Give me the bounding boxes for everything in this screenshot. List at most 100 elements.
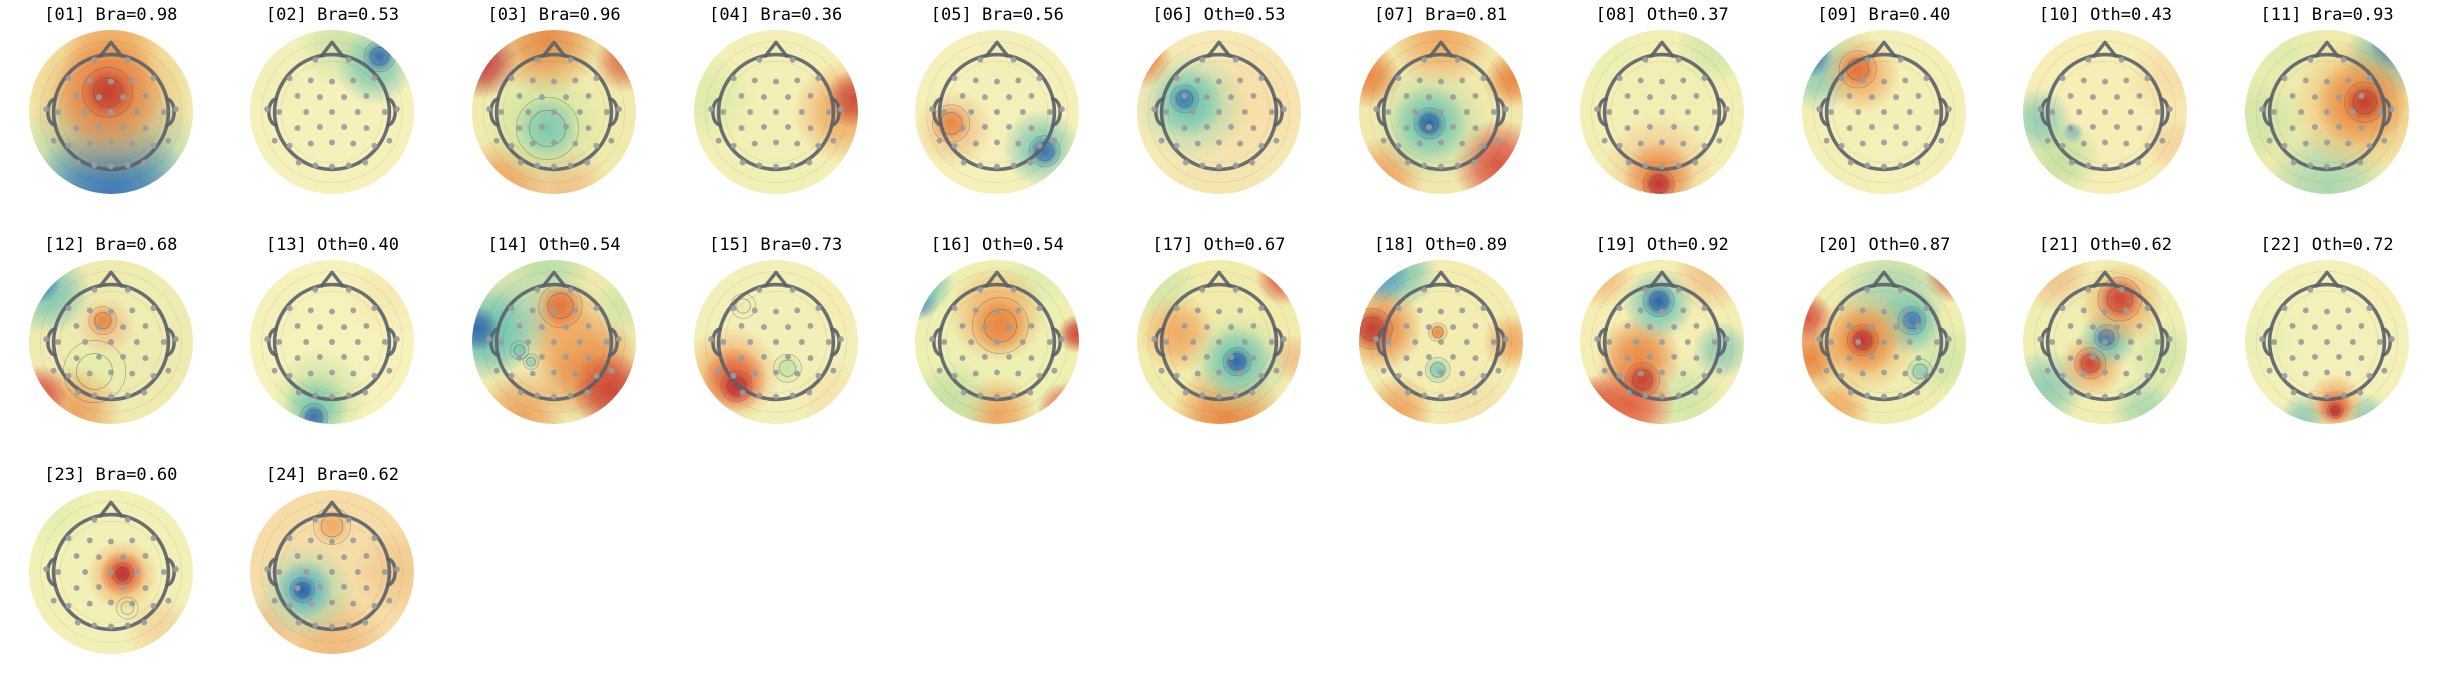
topomap-head-overlay — [1591, 270, 1733, 413]
sensor-dot — [312, 286, 319, 293]
sensor-dot — [312, 56, 319, 63]
sensor-dot — [730, 142, 737, 149]
topomap-cell: [15] Bra=0.73 — [665, 230, 887, 460]
sensor-dot — [1199, 162, 1206, 169]
topomap-cell: [08] Oth=0.37 — [1551, 0, 1773, 230]
sensor-dot — [1880, 339, 1887, 345]
sensor-dot — [346, 516, 353, 523]
nose-outline — [1649, 40, 1676, 59]
sensor-dot — [142, 585, 149, 592]
sensor-dot — [42, 336, 49, 343]
sensor-dot — [1403, 125, 1410, 132]
sensor-dot — [303, 339, 310, 345]
sensor-dot — [830, 137, 837, 144]
sensor-dot — [371, 535, 378, 542]
sensor-dot — [1151, 106, 1158, 113]
sensor-dot — [1437, 109, 1444, 115]
sensor-dot — [287, 305, 293, 312]
sensor-dot — [1411, 339, 1418, 345]
sensor-dot — [2060, 372, 2066, 379]
sensor-dot — [551, 369, 558, 376]
contour-line — [92, 77, 123, 108]
sensor-dot — [150, 535, 157, 542]
sensor-dot — [2114, 123, 2121, 130]
sensor-dot — [124, 56, 131, 63]
sensor-dot — [165, 367, 172, 374]
topomap — [472, 30, 637, 194]
sensor-dot — [124, 392, 131, 399]
sensor-dot — [2388, 106, 2395, 113]
sensor-dot — [142, 92, 149, 99]
topomap-cell: [16] Oth=0.54 — [887, 230, 1109, 460]
topomap-head-overlay — [1813, 270, 1955, 413]
sensor-dot — [760, 324, 767, 331]
sensor-dot — [264, 106, 271, 113]
sensor-dot — [95, 123, 102, 130]
sensor-dot — [133, 569, 140, 575]
sensor-dot — [1701, 305, 1708, 312]
sensor-dot — [287, 372, 293, 379]
nose-outline — [1870, 40, 1897, 59]
topomap-cell: [10] Oth=0.43 — [1995, 0, 2217, 230]
contour-line — [522, 353, 540, 370]
contour-line — [1431, 326, 1444, 338]
sensor-dot — [317, 554, 324, 561]
sensor-dot — [1437, 139, 1444, 146]
sensor-dot — [355, 109, 362, 115]
sensor-dot — [1938, 137, 1945, 144]
sensor-dot — [1249, 159, 1256, 166]
sensor-dot — [1624, 322, 1631, 329]
sensor-dot — [1480, 142, 1486, 149]
topomap-title: [17] Oth=0.67 — [1152, 235, 1286, 255]
sensor-dot — [362, 619, 369, 626]
sensor-dot — [772, 339, 779, 345]
topomap-cell: [17] Oth=0.67 — [1108, 230, 1330, 460]
sensor-dot — [1642, 56, 1649, 63]
sensor-dot — [982, 94, 989, 101]
sensor-dot — [1914, 389, 1921, 396]
sensor-dot — [1892, 353, 1899, 360]
sensor-dot — [1892, 324, 1899, 331]
topomap-cell: [07] Bra=0.81 — [1330, 0, 1552, 230]
sensor-dot — [1880, 163, 1887, 170]
sensor-dot — [525, 339, 532, 345]
sensor-dot — [815, 305, 822, 312]
contour-line — [1419, 114, 1439, 133]
sensor-dot — [1868, 123, 1875, 130]
nose-outline — [1870, 270, 1897, 289]
contour-line — [2352, 90, 2377, 115]
sensor-dot — [129, 537, 136, 544]
topomap-title: [08] Oth=0.37 — [1595, 5, 1729, 25]
contour-line — [2081, 353, 2101, 373]
sensor-dot — [124, 622, 131, 629]
sensor-dot — [1059, 106, 1066, 113]
contour-line — [529, 109, 566, 147]
sensor-dot — [539, 123, 545, 130]
sensor-dot — [2135, 159, 2142, 166]
sensor-dot — [1250, 92, 1257, 99]
sensor-dot — [772, 308, 779, 315]
sensor-dot — [756, 56, 762, 63]
sensor-dot — [1372, 336, 1379, 343]
sensor-dot — [941, 339, 948, 345]
sensor-dot — [272, 597, 278, 604]
sensor-dot — [719, 109, 726, 115]
sensor-dot — [572, 307, 579, 314]
sensor-dot — [751, 307, 758, 314]
sensor-dot — [1616, 372, 1623, 379]
sensor-dot — [1158, 367, 1165, 374]
sensor-dot — [312, 392, 319, 399]
sensor-dot — [760, 94, 767, 101]
sensor-dot — [1906, 339, 1913, 345]
topomap — [1136, 260, 1301, 424]
sensor-dot — [150, 602, 157, 609]
sensor-dot — [789, 56, 796, 63]
topomap-cell: [04] Bra=0.36 — [665, 0, 887, 230]
sensor-dot — [73, 552, 80, 559]
sensor-dot — [959, 355, 966, 362]
sensor-dot — [1215, 139, 1222, 146]
sensor-dot — [1637, 140, 1644, 147]
nose-outline — [1206, 40, 1232, 59]
sensor-dot — [784, 353, 791, 360]
sensor-dot — [1458, 140, 1465, 147]
